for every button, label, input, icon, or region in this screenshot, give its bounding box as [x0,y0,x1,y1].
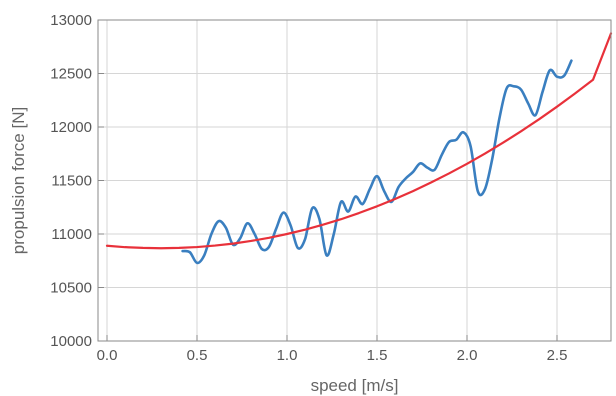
y-tick-label: 11000 [51,226,92,243]
y-tick-label: 13000 [50,12,92,29]
y-tick-label: 12000 [50,119,92,136]
x-tick-label: 0.0 [97,347,118,364]
y-axis-title: propulsion force [N] [9,107,28,254]
fit-curve-line [105,32,613,250]
grid [98,19,611,342]
x-tick-label: 1.5 [367,347,388,364]
y-tick-label: 12500 [50,66,92,83]
y-tick-label: 11500 [51,173,92,190]
x-tick-label: 2.5 [547,347,568,364]
plot-frame [97,19,612,342]
x-tick-label: 1.0 [277,347,298,364]
axis-ticks [98,19,558,342]
y-tick-label: 10000 [50,333,92,350]
x-axis-title: speed [m/s] [311,376,399,395]
x-tick-label: 0.5 [187,347,208,364]
series-layer [105,32,613,265]
y-tick-label: 10500 [50,280,92,297]
tick-labels: 0.0 0.5 1.0 1.5 2.0 2.5 10000 10500 11000 11500 12… [50,12,567,364]
measured-force-line [181,59,573,265]
x-tick-label: 2.0 [457,347,478,364]
